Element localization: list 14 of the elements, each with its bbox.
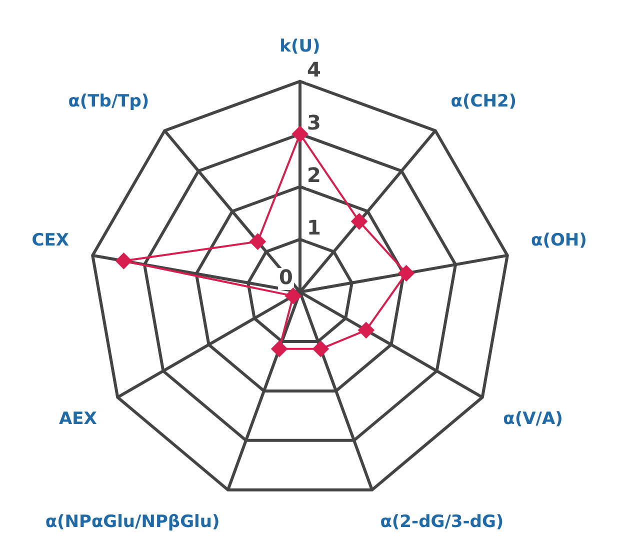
spoke-label: α(CH2): [450, 92, 517, 112]
y-tick-label: 0: [279, 265, 293, 290]
spoke-label: α(Tb/Tp): [68, 92, 150, 112]
y-tick-label: 1: [307, 216, 321, 240]
y-tick-label: 3: [307, 110, 321, 134]
y-tick-label: 2: [307, 162, 321, 187]
spoke-label: AEX: [58, 408, 97, 429]
spoke-label: α(NPαGlu/NPβGlu): [45, 512, 220, 532]
spoke-label: α(2-dG/3-dG): [380, 512, 504, 532]
y-tick-label: 4: [307, 58, 321, 82]
spoke-label: CEX: [32, 230, 69, 250]
spoke-label: α(V/A): [503, 408, 563, 429]
spoke-label: k(U): [280, 36, 320, 57]
spoke-label: α(OH): [531, 230, 587, 250]
